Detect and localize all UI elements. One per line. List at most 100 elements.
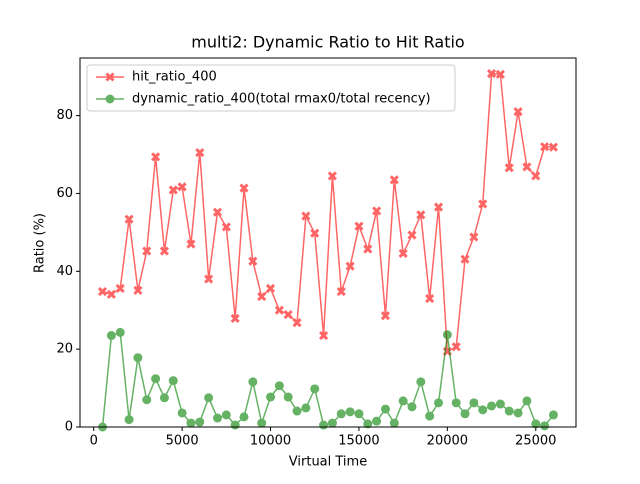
marker: [513, 408, 523, 418]
marker: [531, 419, 541, 429]
data-line: [101, 331, 555, 428]
marker: [522, 162, 532, 172]
marker: [124, 415, 134, 425]
marker: [487, 69, 497, 79]
marker: [389, 175, 399, 185]
marker: [106, 331, 116, 341]
marker: [266, 392, 276, 402]
marker: [504, 406, 514, 416]
marker: [133, 285, 143, 295]
marker: [478, 199, 488, 209]
marker: [407, 230, 417, 240]
marker: [115, 327, 125, 337]
marker: [230, 313, 240, 323]
marker: [389, 418, 399, 428]
marker: [354, 409, 364, 419]
marker: [115, 283, 125, 293]
x-tick-label: 0: [90, 434, 98, 449]
marker: [380, 404, 390, 414]
marker: [460, 409, 470, 419]
marker: [398, 396, 408, 406]
marker: [522, 396, 532, 406]
legend-swatch: [96, 94, 124, 104]
marker: [257, 292, 267, 302]
marker: [548, 142, 559, 152]
x-axis-label: Virtual Time: [289, 455, 367, 470]
marker: [177, 408, 187, 418]
y-tick-label: 40: [56, 264, 73, 279]
marker: [336, 409, 346, 419]
marker: [301, 211, 311, 221]
marker: [504, 163, 514, 173]
marker: [319, 330, 329, 341]
marker: [195, 417, 205, 427]
plot-frame: [79, 57, 577, 428]
y-tick-label: 80: [56, 108, 73, 123]
marker: [540, 421, 550, 431]
marker: [133, 353, 143, 363]
marker: [451, 398, 461, 408]
chart-title: multi2: Dynamic Ratio to Hit Ratio: [191, 33, 464, 52]
marker: [239, 183, 249, 193]
marker: [407, 402, 417, 412]
marker: [513, 107, 523, 117]
marker: [495, 69, 505, 79]
marker: [248, 377, 258, 387]
marker: [425, 411, 435, 421]
marker: [274, 305, 284, 315]
marker: [292, 406, 302, 416]
marker: [204, 393, 214, 403]
marker: [310, 384, 320, 394]
marker: [221, 410, 231, 420]
marker: [142, 395, 152, 405]
marker: [106, 289, 116, 299]
marker: [159, 393, 169, 403]
x-tick-label: 25000: [515, 434, 556, 449]
marker: [540, 142, 550, 152]
marker: [301, 403, 311, 413]
marker: [239, 412, 249, 422]
marker: [416, 210, 426, 220]
marker: [434, 398, 444, 408]
marker: [433, 202, 444, 212]
marker: [451, 342, 461, 352]
marker: [151, 152, 161, 162]
marker: [345, 407, 355, 417]
marker: [265, 283, 276, 293]
x-tick-label: 20000: [427, 434, 468, 449]
y-axis-label: Ratio (%): [33, 213, 48, 273]
y-tick-label: 0: [65, 420, 73, 435]
data-line: [102, 72, 554, 353]
marker: [354, 221, 364, 231]
legend-swatch: [96, 72, 124, 82]
marker: [124, 214, 134, 224]
marker: [212, 413, 222, 423]
legend-label: hit_ratio_400: [132, 70, 217, 85]
marker: [283, 392, 293, 402]
marker: [460, 254, 470, 264]
marker: [469, 232, 479, 242]
marker: [495, 399, 505, 409]
marker: [327, 418, 337, 428]
marker: [336, 286, 346, 297]
marker: [469, 398, 479, 408]
marker: [425, 293, 435, 304]
marker: [195, 148, 205, 158]
marker: [212, 207, 223, 217]
marker: [416, 377, 426, 387]
marker: [248, 256, 258, 266]
marker: [398, 248, 408, 258]
marker: [478, 405, 488, 415]
marker: [142, 246, 152, 256]
marker: [257, 418, 267, 428]
marker: [380, 311, 391, 321]
marker: [151, 374, 161, 384]
marker: [204, 274, 214, 284]
marker: [487, 401, 497, 411]
legend-box: [86, 64, 456, 112]
x-tick-label: 10000: [250, 434, 291, 449]
x-tick-label: 15000: [338, 434, 379, 449]
marker: [310, 228, 320, 238]
